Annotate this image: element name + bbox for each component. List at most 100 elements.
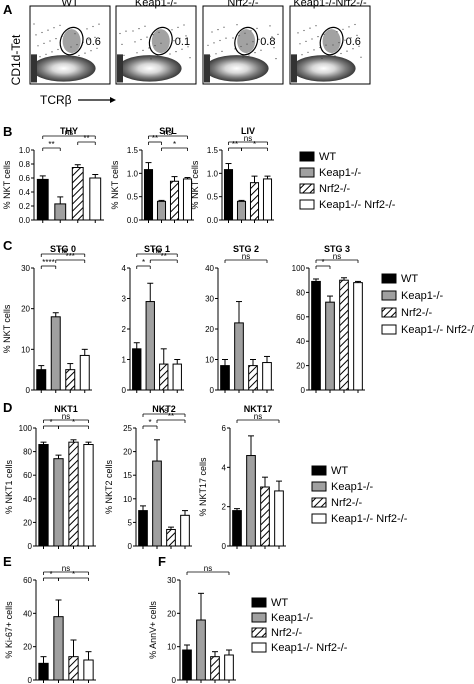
flow-event-dot (219, 39, 221, 42)
flow-event-dot (321, 57, 323, 60)
y-tick-label: 10 (21, 345, 30, 354)
flow-event-dot (123, 54, 125, 56)
flow-plot-2: 0.1 Keap1-/- (115, 0, 197, 85)
chart-title: NKT2 (152, 404, 176, 414)
flow-plot-1: 0.6 WT (29, 0, 111, 85)
flow-event-dot (311, 38, 313, 40)
legend-label: WT (271, 597, 288, 609)
flow-event-dot (53, 27, 55, 29)
y-tick-label: 0 (128, 542, 133, 551)
bar-nrf2-ko (210, 656, 220, 681)
bar-double-ko (79, 354, 90, 391)
bar-double-ko (83, 659, 94, 681)
flow-event-dot (136, 52, 138, 54)
flow-event-dot (305, 40, 307, 43)
significance-label: ** (83, 134, 89, 143)
flow-event-dot (275, 58, 277, 60)
y-axis-label: % NKT17 cells (198, 457, 208, 517)
significance-label: * (253, 140, 256, 149)
chart-title: NKT17 (244, 404, 273, 414)
flow-event-dot (132, 30, 134, 32)
flow-event-dot (121, 43, 123, 46)
bar-nrf2-ko (249, 182, 260, 221)
flow-event-dot (144, 25, 146, 27)
flow-event-dot (273, 47, 275, 49)
legend-label: WT (401, 273, 418, 285)
flow-event-dot (207, 44, 209, 46)
flow-event-dot (59, 24, 61, 26)
significance-label: ns (65, 128, 73, 137)
legend-swatch (251, 642, 267, 653)
legend-3: WT Keap1-/- Nrf2-/- Keap1-/- Nrf2-/- (311, 465, 408, 525)
legend-label: Nrf2-/- (319, 183, 351, 195)
bar-double-ko (274, 490, 284, 547)
significance-label: * (321, 258, 324, 267)
panel-label-c: C (3, 238, 13, 253)
flow-cytometry-panel: 0.6 WT 0.1 Keap1-/- 0.8 Nrf2-/- 0.6 Keap1-/-Nrf… (29, 0, 371, 85)
y-tick-label: 0.5 (207, 193, 219, 202)
y-tick-label: 30 (21, 264, 30, 273)
legend-label: Keap1-/- (271, 612, 314, 624)
flow-event-dot (258, 38, 260, 40)
flow-event-dot (358, 45, 360, 47)
nkt-gate (59, 26, 84, 56)
flow-event-dot (119, 32, 121, 35)
y-tick-label: 40 (23, 495, 32, 504)
legend-swatch (311, 497, 327, 508)
bar-nrf2-ko (71, 167, 84, 221)
flow-event-dot (169, 53, 171, 55)
legend-swatch (299, 183, 315, 194)
significance-label: * (49, 570, 52, 579)
bar-wt (182, 649, 192, 681)
nkt-gate (234, 26, 259, 56)
y-tick-label: 20 (123, 448, 132, 457)
bar-nrf2-ko (339, 279, 349, 391)
flow-event-dot (45, 53, 47, 55)
chart-title: SPL (159, 126, 177, 136)
flow-event-dot (98, 23, 100, 25)
legend-label: Keap1-/- (319, 167, 362, 179)
bar-wt (36, 369, 47, 391)
flow-plot-4: 0.6 Keap1-/-Nrf2-/- (289, 0, 371, 85)
flow-event-dot (185, 35, 187, 37)
panel-label-e: E (3, 554, 12, 569)
flow-event-dot (125, 30, 127, 32)
legend-swatch (299, 151, 315, 162)
legend-swatch (381, 273, 397, 284)
y-tick-label: 40 (296, 337, 305, 346)
y-tick-label: 2 (122, 325, 127, 334)
bar-double-ko (353, 282, 363, 391)
y-tick-label: 0.5 (127, 193, 139, 202)
significance-label: * (72, 418, 75, 427)
y-tick-label: 0 (222, 542, 227, 551)
chart-title: THY (60, 126, 78, 136)
y-axis-label: % NKT1 cells (4, 459, 14, 514)
bar-wt (311, 280, 321, 391)
chart-c-6: 0 20 40 60 80 100 STG 3* ns (292, 244, 365, 395)
y-tick-label: 20 (23, 643, 32, 652)
legend-label: Keap1-/- (401, 290, 444, 302)
flow-plot-title: Keap1-/-Nrf2-/- (293, 0, 367, 9)
bar-wt (132, 348, 142, 391)
y-tick-label: 20 (167, 609, 176, 618)
bar-nrf2-ko (260, 486, 270, 547)
significance-label: ns (160, 406, 168, 415)
legend-swatch (251, 597, 267, 608)
bar-nrf2-ko (68, 441, 79, 547)
flow-plot-title: Nrf2-/- (227, 0, 259, 9)
legend-label: Keap1-/- Nrf2-/- (271, 642, 348, 654)
bar-keap1-ko (325, 301, 335, 391)
gate-percentage: 0.6 (86, 36, 101, 48)
significance-label: ns (153, 246, 161, 255)
flow-event-dot (138, 28, 140, 30)
legend-4: WT Keap1-/- Nrf2-/- Keap1-/- Nrf2-/- (251, 597, 348, 654)
flow-event-dot (189, 57, 191, 59)
legend-swatch (381, 324, 397, 335)
bar-keap1-ko (234, 322, 244, 391)
flow-event-dot (142, 49, 144, 52)
nkt-population (237, 29, 256, 54)
significance-label: ** (168, 412, 174, 421)
flow-event-dot (94, 36, 96, 39)
